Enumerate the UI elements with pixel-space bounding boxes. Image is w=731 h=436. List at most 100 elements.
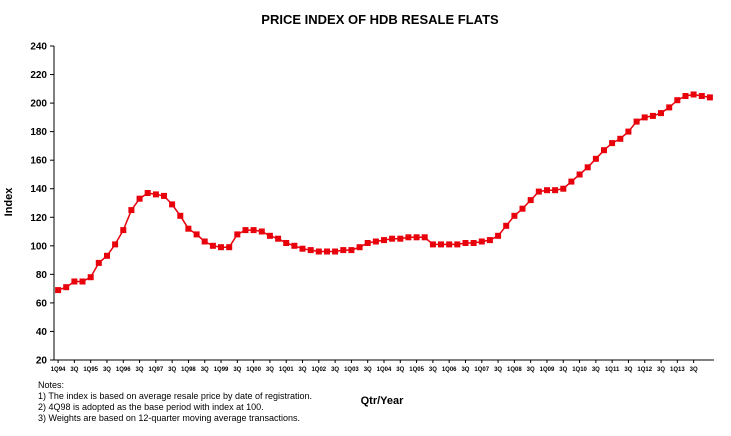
data-point <box>617 135 624 142</box>
x-tick-label: 3Q <box>461 367 469 373</box>
data-point <box>429 241 436 248</box>
x-tick-label: 1Q01 <box>279 367 294 373</box>
data-point <box>674 97 681 104</box>
data-point <box>87 274 94 281</box>
x-tick-label: 1Q11 <box>605 367 620 373</box>
x-tick-label: 3Q <box>527 367 535 373</box>
data-point <box>185 225 192 232</box>
data-point <box>405 234 412 241</box>
y-tick-label: 140 <box>30 184 47 195</box>
data-point <box>307 247 314 254</box>
data-point <box>340 247 347 254</box>
data-point <box>389 235 396 242</box>
x-tick-label: 1Q95 <box>83 367 98 373</box>
chart-title: PRICE INDEX OF HDB RESALE FLATS <box>261 12 499 27</box>
note-1: 1) The index is based on average resale … <box>38 391 312 401</box>
data-point <box>649 112 656 119</box>
data-point <box>242 227 249 234</box>
data-point <box>486 237 493 244</box>
x-tick-label: 1Q02 <box>311 367 326 373</box>
data-point <box>201 238 208 245</box>
y-tick-label: 40 <box>36 327 48 338</box>
x-tick-label: 1Q05 <box>409 367 424 373</box>
data-point <box>71 278 78 285</box>
x-tick-label: 1Q94 <box>51 367 66 373</box>
x-tick-label: 1Q99 <box>214 367 229 373</box>
data-point <box>641 114 648 121</box>
x-tick-label: 3Q <box>70 367 78 373</box>
data-point <box>193 231 200 238</box>
note-2: 2) 4Q98 is adopted as the base period wi… <box>38 402 264 412</box>
data-point <box>356 244 363 251</box>
data-point <box>250 227 257 234</box>
data-point <box>95 259 102 266</box>
y-tick-label: 180 <box>30 127 47 138</box>
y-tick-label: 240 <box>30 42 47 53</box>
series-price-index <box>55 91 713 294</box>
x-tick-label: 3Q <box>331 367 339 373</box>
x-tick-label: 3Q <box>494 367 502 373</box>
data-point <box>299 245 306 252</box>
x-tick-label: 3Q <box>396 367 404 373</box>
x-tick-label: 1Q97 <box>149 367 164 373</box>
data-point <box>633 118 640 125</box>
data-point <box>55 287 62 294</box>
x-tick-label: 3Q <box>103 367 111 373</box>
x-tick-label: 1Q98 <box>181 367 196 373</box>
data-point <box>283 240 290 246</box>
y-tick-label: 160 <box>30 156 47 167</box>
data-point <box>104 252 110 259</box>
y-tick-label: 120 <box>30 213 47 224</box>
data-point <box>682 93 689 99</box>
data-point <box>226 244 233 251</box>
data-point <box>169 201 176 208</box>
data-point <box>397 235 404 242</box>
data-point <box>332 248 339 255</box>
data-point <box>348 247 355 254</box>
data-point <box>658 110 664 117</box>
data-point <box>519 205 526 212</box>
data-point <box>258 228 265 235</box>
y-tick-label: 80 <box>36 270 48 281</box>
x-tick-label: 3Q <box>690 367 698 373</box>
data-point <box>315 248 322 255</box>
x-tick-label: 3Q <box>136 367 144 373</box>
data-point <box>161 192 167 199</box>
x-tick-label: 1Q03 <box>344 367 359 373</box>
y-tick-label: 100 <box>30 241 47 252</box>
x-tick-label: 3Q <box>657 367 665 373</box>
data-point <box>266 232 273 239</box>
data-point <box>601 147 607 154</box>
x-tick-label: 3Q <box>266 367 274 373</box>
data-point <box>364 240 371 246</box>
data-point <box>152 191 159 198</box>
x-tick-label: 3Q <box>299 367 307 373</box>
notes: Notes: 1) The index is based on average … <box>38 380 312 423</box>
data-point <box>625 128 632 135</box>
data-point <box>478 238 485 245</box>
x-tick-label: 3Q <box>201 367 209 373</box>
data-point <box>576 171 583 178</box>
x-tick-label: 3Q <box>592 367 600 373</box>
x-tick-label: 3Q <box>364 367 372 373</box>
x-tick-label: 1Q04 <box>377 367 392 373</box>
data-point <box>291 242 298 249</box>
notes-heading: Notes: <box>38 380 64 390</box>
data-point <box>527 197 534 204</box>
data-point <box>275 235 282 242</box>
data-point <box>128 207 135 214</box>
data-point <box>706 94 713 101</box>
data-point <box>120 227 127 234</box>
x-tick-label: 3Q <box>168 367 176 373</box>
data-point <box>495 232 502 239</box>
data-point <box>209 242 216 249</box>
data-point <box>560 185 567 192</box>
data-point <box>503 222 510 229</box>
y-tick-label: 200 <box>30 99 47 110</box>
data-point <box>79 278 86 285</box>
data-point <box>609 140 616 147</box>
data-point <box>438 241 444 248</box>
data-point <box>544 187 550 194</box>
